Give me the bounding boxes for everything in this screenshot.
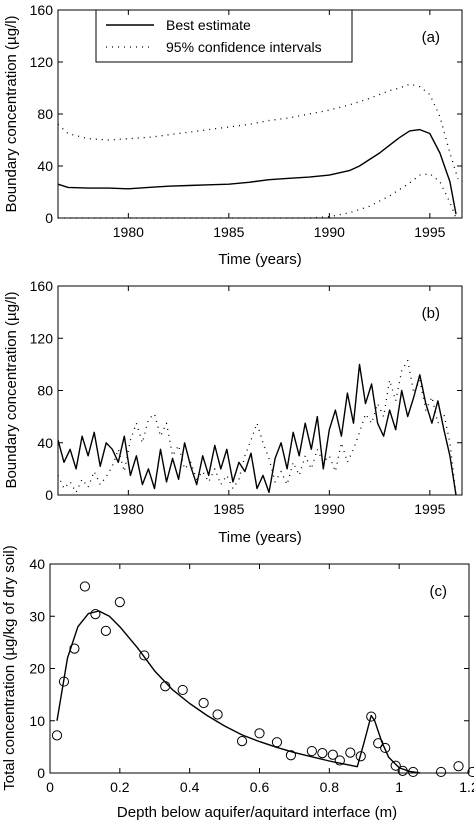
data-point-c	[79, 581, 91, 592]
data-point-c	[69, 643, 80, 654]
data-point-c	[355, 751, 366, 762]
x-tick-label-c: 0.8	[320, 779, 340, 795]
marks-c	[51, 581, 474, 778]
x-tick-label-a: 1980	[113, 224, 144, 240]
x-tick-label-a: 1995	[414, 224, 445, 240]
y-tick-label-a: 160	[30, 2, 54, 18]
panel-tag-a: (a)	[422, 29, 440, 46]
data-point-c	[390, 760, 401, 771]
data-point-c	[114, 597, 125, 608]
series-line-b-0	[57, 363, 457, 496]
y-tick-label-c: 0	[37, 765, 45, 781]
marks-a	[57, 83, 459, 219]
ticks-c: 0 0.2 0.4 0.6 0.8 1 1.2 0 10 20 30 40	[29, 556, 474, 795]
x-tick-label-c: 0.6	[250, 779, 270, 795]
x-tick-label-a: 1985	[213, 224, 244, 240]
ticks-b: 1980 1985 1990 1995 0 40 80 120 160	[30, 278, 462, 517]
data-point-c	[236, 736, 248, 747]
y-tick-label-a: 120	[30, 54, 54, 70]
data-point-c	[139, 650, 150, 661]
y-tick-label-c: 20	[29, 661, 45, 677]
y-tick-label-c: 40	[29, 556, 45, 572]
y-axis-title-a: Boundary concentration (µg/l)	[3, 15, 20, 212]
x-tick-label-b: 1985	[213, 501, 244, 517]
y-tick-label-a: 40	[37, 158, 53, 174]
marks-b	[57, 359, 457, 496]
x-axis-title-b: Time (years)	[218, 529, 302, 546]
panel-c: 0 0.2 0.4 0.6 0.8 1 1.2 0 10 20 30 40 (c) Depth bel…	[1, 545, 474, 821]
y-tick-label-b: 120	[30, 330, 54, 346]
data-point-c	[317, 748, 328, 759]
x-axis-title-c: Depth below aquifer/aquitard interface (…	[117, 804, 397, 821]
data-point-c	[334, 755, 345, 766]
ticks-a: 1980 1985 1990 1995 0 40 80 120 160	[30, 2, 462, 240]
data-point-c	[327, 749, 338, 760]
x-tick-label-b: 1990	[314, 501, 345, 517]
data-point-c	[51, 730, 63, 741]
series-line-a-2	[58, 173, 457, 219]
data-point-c	[100, 625, 111, 636]
x-tick-label-c: 0.4	[180, 779, 200, 795]
y-tick-label-b: 80	[37, 383, 53, 399]
panel-tag-c: (c)	[430, 583, 448, 600]
legend-label-best-estimate: Best estimate	[166, 17, 251, 33]
y-tick-label-a: 80	[37, 106, 53, 122]
y-tick-label-b: 40	[37, 435, 53, 451]
y-axis-title-c: Total concentration (µg/kg of dry soil)	[1, 545, 18, 790]
x-tick-label-c: 0.2	[110, 779, 130, 795]
series-line-a-0	[57, 128, 457, 215]
panel-a: 1980 1985 1990 1995 0 40 80 120 160 (a) Time (ye…	[3, 2, 463, 268]
x-tick-label-c: 1.2	[459, 779, 474, 795]
data-point-c	[177, 684, 188, 696]
data-point-c	[90, 609, 101, 620]
data-point-c	[254, 728, 265, 739]
y-tick-label-b: 0	[45, 487, 53, 503]
y-tick-label-c: 10	[29, 713, 45, 729]
data-point-c	[271, 737, 283, 748]
series-line-c-1	[56, 610, 421, 774]
legend-box	[95, 9, 353, 63]
panel-b: 1980 1985 1990 1995 0 40 80 120 160 (b) Time (ye…	[3, 278, 463, 546]
y-axis-title-b: Boundary concentration (µg/l)	[3, 291, 20, 488]
x-tick-label-a: 1990	[314, 224, 345, 240]
data-point-c	[212, 709, 223, 720]
legend: Best estimate 95% confidence intervals	[95, 9, 353, 63]
data-point-c	[306, 745, 317, 757]
series-line-a-1	[57, 83, 459, 180]
data-point-c	[285, 750, 297, 761]
data-point-c	[467, 766, 474, 778]
data-point-c	[345, 747, 356, 758]
x-tick-label-b: 1995	[414, 501, 445, 517]
data-point-c	[366, 711, 377, 722]
data-point-c	[380, 742, 391, 754]
y-tick-label-c: 30	[29, 608, 45, 624]
x-tick-label-c: 0	[46, 779, 54, 795]
x-tick-label-b: 1980	[113, 501, 144, 517]
x-tick-label-c: 1	[395, 779, 403, 795]
panel-tag-b: (b)	[422, 305, 440, 322]
data-point-c	[198, 697, 209, 709]
data-point-c	[453, 761, 464, 772]
data-point-c	[435, 766, 447, 778]
y-tick-label-b: 160	[30, 278, 54, 294]
x-axis-title-a: Time (years)	[218, 251, 302, 268]
y-tick-label-a: 0	[45, 210, 53, 226]
legend-label-confidence: 95% confidence intervals	[166, 39, 322, 55]
